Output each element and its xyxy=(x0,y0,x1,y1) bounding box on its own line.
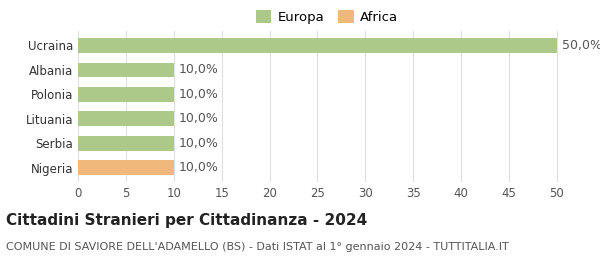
Bar xyxy=(78,112,174,126)
Text: 10,0%: 10,0% xyxy=(179,88,218,101)
Bar xyxy=(78,160,174,175)
Text: 10,0%: 10,0% xyxy=(179,161,218,174)
Text: COMUNE DI SAVIORE DELL'ADAMELLO (BS) - Dati ISTAT al 1° gennaio 2024 - TUTTITALI: COMUNE DI SAVIORE DELL'ADAMELLO (BS) - D… xyxy=(6,242,509,252)
Bar xyxy=(78,38,557,53)
Text: Cittadini Stranieri per Cittadinanza - 2024: Cittadini Stranieri per Cittadinanza - 2… xyxy=(6,213,367,228)
Text: 10,0%: 10,0% xyxy=(179,63,218,76)
Bar xyxy=(78,87,174,102)
Bar xyxy=(78,63,174,77)
Text: 10,0%: 10,0% xyxy=(179,137,218,150)
Text: 50,0%: 50,0% xyxy=(562,39,600,52)
Bar xyxy=(78,136,174,151)
Legend: Europa, Africa: Europa, Africa xyxy=(250,5,404,29)
Text: 10,0%: 10,0% xyxy=(179,112,218,125)
